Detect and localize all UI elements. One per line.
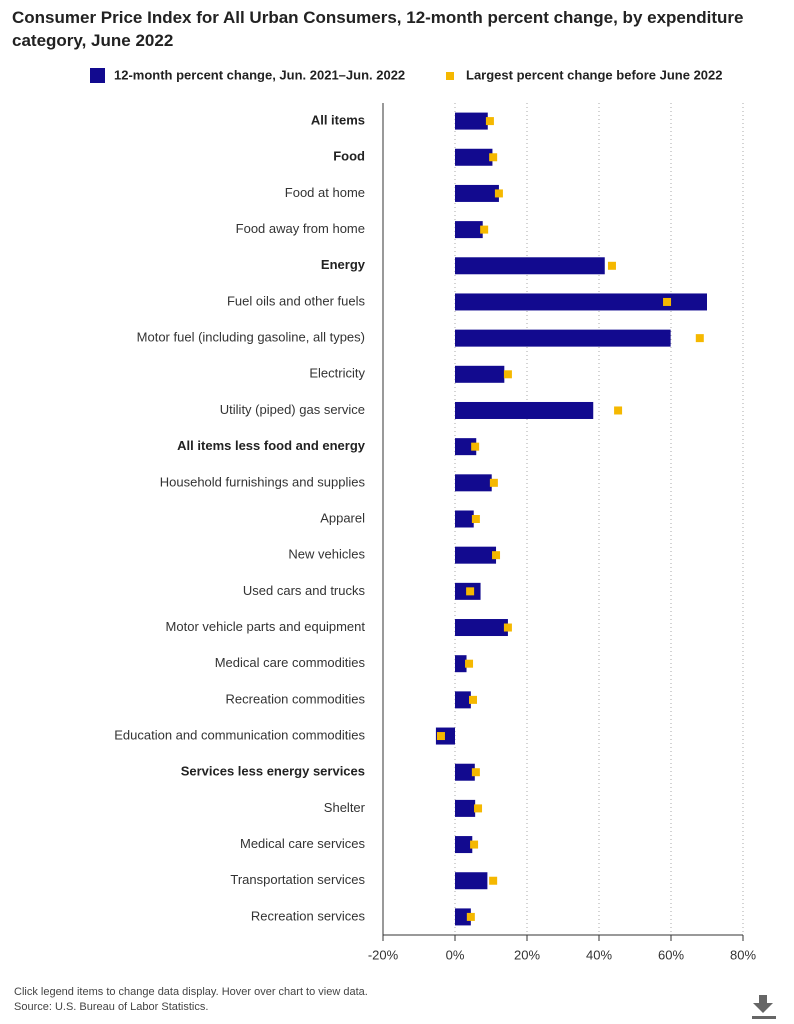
y-tick-label: All items less food and energy xyxy=(177,438,366,453)
bar[interactable] xyxy=(455,221,483,239)
bar[interactable] xyxy=(455,799,476,817)
y-tick-label: Motor vehicle parts and equipment xyxy=(166,619,366,634)
bar[interactable] xyxy=(455,112,488,130)
bar[interactable] xyxy=(455,329,671,347)
bar[interactable] xyxy=(455,474,492,492)
download-icon[interactable] xyxy=(752,995,776,1019)
y-tick-label: Medical care commodities xyxy=(215,655,366,670)
bar[interactable] xyxy=(455,438,477,456)
bar[interactable] xyxy=(455,836,473,854)
x-tick-label: 0% xyxy=(446,947,465,962)
bar[interactable] xyxy=(455,546,497,564)
marker[interactable] xyxy=(695,334,704,343)
title-box: Consumer Price Index for All Urban Consu… xyxy=(12,8,744,50)
bar[interactable] xyxy=(455,655,467,673)
y-tick-label: Apparel xyxy=(320,510,365,525)
legend-label[interactable]: 12-month percent change, Jun. 2021–Jun. … xyxy=(114,67,405,82)
bar[interactable] xyxy=(455,510,474,528)
y-tick-label: Services less energy services xyxy=(181,764,365,779)
bar[interactable] xyxy=(455,908,471,926)
note: Source: U.S. Bureau of Labor Statistics. xyxy=(14,1001,208,1013)
x-tick-label: 60% xyxy=(658,947,684,962)
bar[interactable] xyxy=(455,148,493,166)
bar[interactable] xyxy=(455,293,707,311)
y-tick-label: Food at home xyxy=(285,185,365,200)
legend-label[interactable]: Largest percent change before June 2022 xyxy=(466,67,722,82)
y-tick-label: Transportation services xyxy=(230,872,365,887)
chart-title: Consumer Price Index for All Urban Consu… xyxy=(12,8,744,50)
marker[interactable] xyxy=(469,695,477,704)
marker[interactable] xyxy=(480,225,489,234)
marker[interactable] xyxy=(466,587,475,596)
marker[interactable] xyxy=(489,876,498,885)
marker[interactable] xyxy=(663,297,672,306)
y-tick-label: Household furnishings and supplies xyxy=(160,474,366,489)
marker[interactable] xyxy=(470,840,479,849)
marker[interactable] xyxy=(494,189,503,198)
x-tick-label: -20% xyxy=(368,947,399,962)
marker[interactable] xyxy=(614,406,623,415)
bar[interactable] xyxy=(455,619,508,637)
marker[interactable] xyxy=(471,442,480,451)
y-tick-label: Used cars and trucks xyxy=(243,583,366,598)
legend-swatch[interactable] xyxy=(90,68,105,83)
note: Click legend items to change data displa… xyxy=(14,986,368,998)
y-tick-label: Recreation services xyxy=(251,908,366,923)
x-tick-label: 20% xyxy=(514,947,540,962)
bar[interactable] xyxy=(455,257,605,275)
y-tick-label: Medical care services xyxy=(240,836,365,851)
marker[interactable] xyxy=(436,732,445,741)
bar[interactable] xyxy=(455,691,471,709)
marker[interactable] xyxy=(474,804,483,813)
x-tick-label: 80% xyxy=(730,947,756,962)
bar[interactable] xyxy=(455,401,594,419)
bar[interactable] xyxy=(435,727,455,745)
marker[interactable] xyxy=(607,261,616,270)
y-tick-label: Shelter xyxy=(324,800,366,815)
marker[interactable] xyxy=(471,515,480,523)
y-tick-label: Education and communication commodities xyxy=(114,727,365,742)
marker[interactable] xyxy=(466,912,475,921)
marker[interactable] xyxy=(503,370,512,379)
y-tick-label: Recreation commodities xyxy=(226,691,366,706)
y-tick-label: Food away from home xyxy=(236,221,365,236)
bar[interactable] xyxy=(455,872,488,890)
bar[interactable] xyxy=(455,763,475,781)
y-tick-label: Food xyxy=(333,149,365,164)
marker[interactable] xyxy=(465,659,474,668)
bar[interactable] xyxy=(455,365,505,383)
y-tick-label: New vehicles xyxy=(288,547,365,562)
y-tick-label: Motor fuel (including gasoline, all type… xyxy=(137,330,365,345)
marker[interactable] xyxy=(489,478,498,487)
marker[interactable] xyxy=(471,768,480,777)
y-tick-label: Electricity xyxy=(309,366,365,381)
y-tick-label: All items xyxy=(311,113,365,128)
y-tick-label: Utility (piped) gas service xyxy=(220,402,365,417)
marker[interactable] xyxy=(492,551,501,560)
marker[interactable] xyxy=(489,153,498,162)
y-tick-label: Fuel oils and other fuels xyxy=(227,293,366,308)
x-tick-label: 40% xyxy=(586,947,612,962)
marker[interactable] xyxy=(485,117,494,126)
y-tick-label: Energy xyxy=(321,257,366,272)
marker[interactable] xyxy=(503,623,512,632)
bar[interactable] xyxy=(455,184,499,202)
legend-swatch[interactable] xyxy=(446,72,454,80)
